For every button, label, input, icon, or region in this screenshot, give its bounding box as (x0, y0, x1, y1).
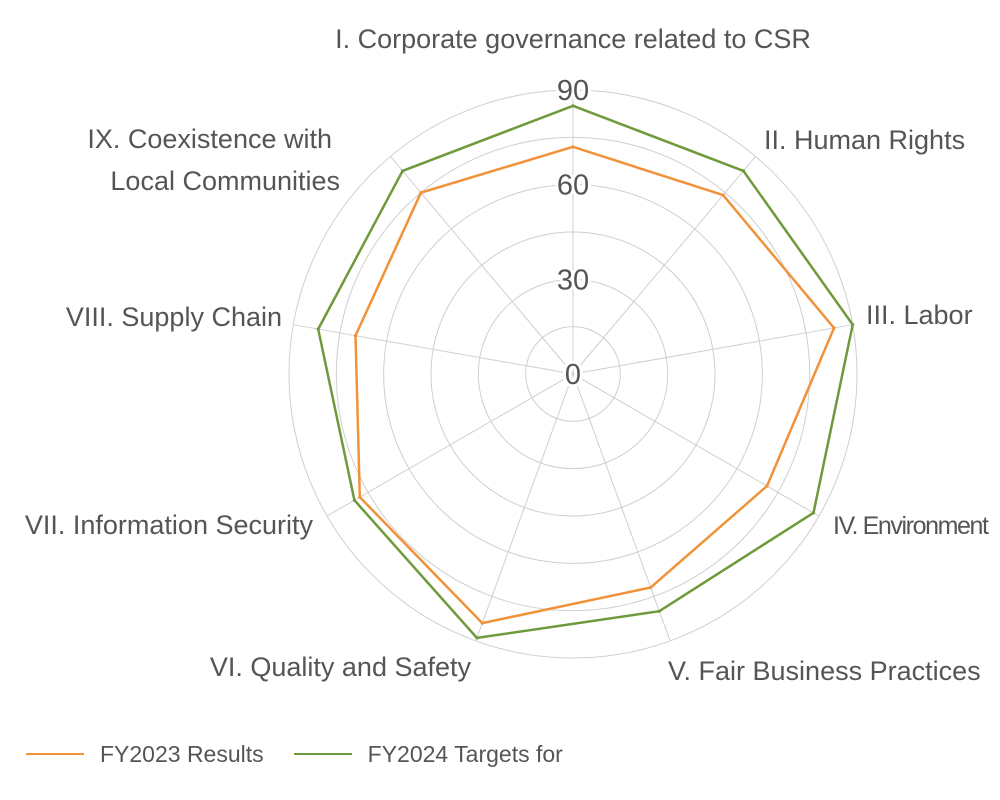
axis-label: VIII. Supply Chain (66, 302, 282, 332)
series-line-2 (316, 104, 855, 640)
tick-label: 0 (565, 359, 581, 391)
legend-swatch (293, 753, 352, 755)
data-point (741, 169, 746, 173)
radar-grid (288, 89, 858, 659)
legend-swatch (26, 753, 84, 755)
legend-item: FY2023 Results (26, 741, 264, 768)
data-point (851, 323, 855, 327)
axis-spoke (572, 373, 671, 642)
data-point (480, 621, 484, 625)
data-point (571, 145, 575, 149)
radar-series (316, 104, 855, 640)
axis-label: V. Fair Business Practices (668, 656, 981, 686)
data-point (475, 636, 479, 640)
tick-label: 30 (557, 264, 589, 296)
axis-label: VI. Quality and Safety (210, 652, 472, 682)
axis-labels: I. Corporate governance related to CSR II… (25, 24, 989, 686)
data-point (352, 498, 356, 502)
axis-label: VII. Information Security (25, 510, 314, 540)
legend-item: FY2024 Targets for (293, 740, 563, 768)
data-point (765, 484, 769, 488)
data-point (811, 511, 816, 515)
chart-legend: FY2023 Results FY2024 Targets for (26, 736, 593, 772)
axis-label: II. Human Rights (764, 125, 965, 155)
data-point (657, 609, 661, 613)
data-point (353, 334, 358, 338)
radial-ticks: 0 30 60 90 (554, 72, 592, 394)
data-point (649, 585, 653, 590)
axis-spoke (572, 156, 756, 375)
axis-spoke (293, 324, 574, 375)
axis-spoke (475, 373, 574, 642)
axis-spoke (326, 373, 574, 517)
axis-label: III. Labor (866, 300, 973, 330)
tick-label: 90 (557, 75, 589, 107)
axis-label: I. Corporate governance related to CSR (335, 24, 811, 54)
data-point (358, 495, 362, 499)
axis-label: IX. Coexistence with (87, 124, 332, 154)
legend-label: FY2024 Targets for (367, 740, 563, 767)
axis-label: Local Communities (110, 166, 340, 196)
data-point (316, 327, 320, 331)
tick-label: 60 (557, 170, 589, 202)
data-point (571, 104, 575, 108)
data-point (721, 193, 725, 197)
axis-label: IV. Environment (833, 512, 989, 540)
data-point (401, 169, 405, 173)
axis-spoke (572, 373, 820, 517)
series-line-1 (354, 145, 836, 625)
legend-label: FY2023 Results (100, 740, 264, 767)
data-point (419, 191, 423, 195)
data-point (832, 326, 836, 330)
axis-spoke (572, 324, 853, 375)
